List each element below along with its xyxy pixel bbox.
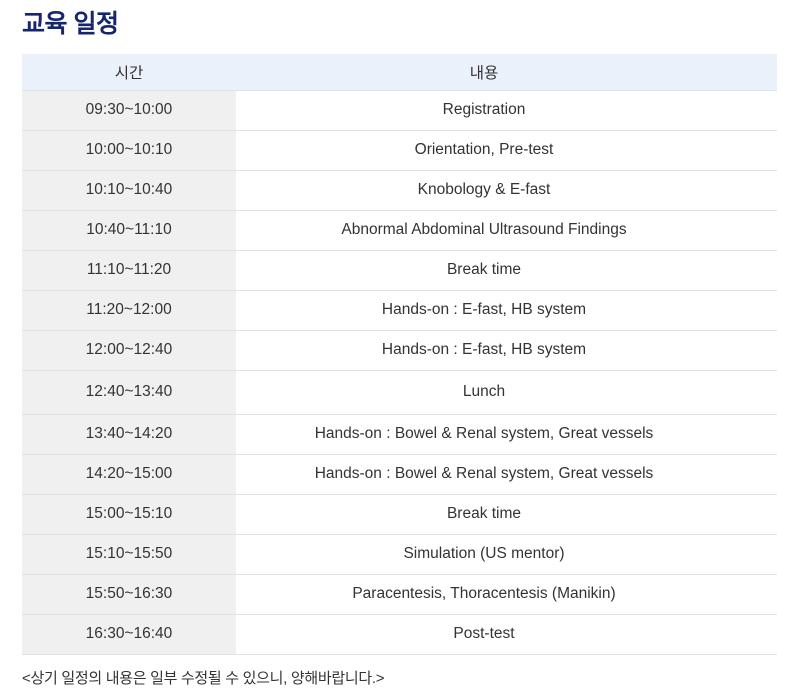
table-row: 10:10~10:40 Knobology & E-fast (22, 170, 777, 211)
content-cell: Post-test (236, 614, 777, 654)
column-header-time: 시간 (114, 64, 144, 82)
time-cell: 14:20~15:00 (22, 454, 236, 494)
content-cell: Hands-on : Bowel & Renal system, Great v… (236, 414, 777, 454)
content-cell: Paracentesis, Thoracentesis (Manikin) (236, 574, 777, 614)
time-cell: 13:40~14:20 (22, 414, 236, 454)
content-cell: Hands-on : Bowel & Renal system, Great v… (236, 454, 777, 494)
page-title: 교육 일정 (22, 10, 119, 38)
content-cell: Hands-on : E-fast, HB system (236, 290, 777, 330)
time-cell: 15:10~15:50 (22, 534, 236, 574)
table-row: 10:40~11:10 Abnormal Abdominal Ultrasound… (22, 210, 777, 251)
time-cell: 16:30~16:40 (22, 614, 236, 654)
table-row: 16:30~16:40 Post-test (22, 614, 777, 655)
schedule-footnote: <상기 일정의 내용은 일부 수정될 수 있으니, 양해바랍니다.> (22, 669, 385, 687)
time-cell: 12:00~12:40 (22, 330, 236, 370)
content-cell: Break time (236, 494, 777, 534)
time-cell: 11:10~11:20 (22, 250, 236, 290)
content-cell: Hands-on : E-fast, HB system (236, 330, 777, 370)
schedule-table-body: 09:30~10:00 Registration 10:00~10:10 Orient… (22, 90, 777, 655)
content-cell: Lunch (236, 370, 777, 414)
content-cell: Break time (236, 250, 777, 290)
time-cell: 15:50~16:30 (22, 574, 236, 614)
time-cell: 12:40~13:40 (22, 370, 236, 414)
table-row: 15:00~15:10 Break time (22, 494, 777, 535)
table-header-row: 시간 내용 (22, 53, 777, 91)
content-cell: Abnormal Abdominal Ultrasound Findings (236, 210, 777, 250)
content-cell: Knobology & E-fast (236, 170, 777, 210)
time-cell: 10:00~10:10 (22, 130, 236, 170)
table-row: 12:00~12:40 Hands-on : E-fast, HB system (22, 330, 777, 371)
column-header-content: 내용 (469, 64, 499, 82)
table-row: 15:10~15:50 Simulation (US mentor) (22, 534, 777, 575)
table-row: 10:00~10:10 Orientation, Pre-test (22, 130, 777, 171)
content-cell: Registration (236, 90, 777, 130)
content-cell: Simulation (US mentor) (236, 534, 777, 574)
table-row: 11:20~12:00 Hands-on : E-fast, HB system (22, 290, 777, 331)
time-cell: 11:20~12:00 (22, 290, 236, 330)
table-row: 15:50~16:30 Paracentesis, Thoracentesis (… (22, 574, 777, 615)
table-row: 13:40~14:20 Hands-on : Bowel & Renal syst… (22, 414, 777, 455)
content-cell: Orientation, Pre-test (236, 130, 777, 170)
table-row: 09:30~10:00 Registration (22, 90, 777, 131)
time-cell: 10:40~11:10 (22, 210, 236, 250)
time-cell: 10:10~10:40 (22, 170, 236, 210)
time-cell: 15:00~15:10 (22, 494, 236, 534)
table-row: 11:10~11:20 Break time (22, 250, 777, 291)
table-row: 14:20~15:00 Hands-on : Bowel & Renal syst… (22, 454, 777, 495)
table-row: 12:40~13:40 Lunch (22, 370, 777, 415)
schedule-table: 시간 내용 09:30~10:00 Registration 10:00~10:10… (22, 53, 777, 655)
time-cell: 09:30~10:00 (22, 90, 236, 130)
